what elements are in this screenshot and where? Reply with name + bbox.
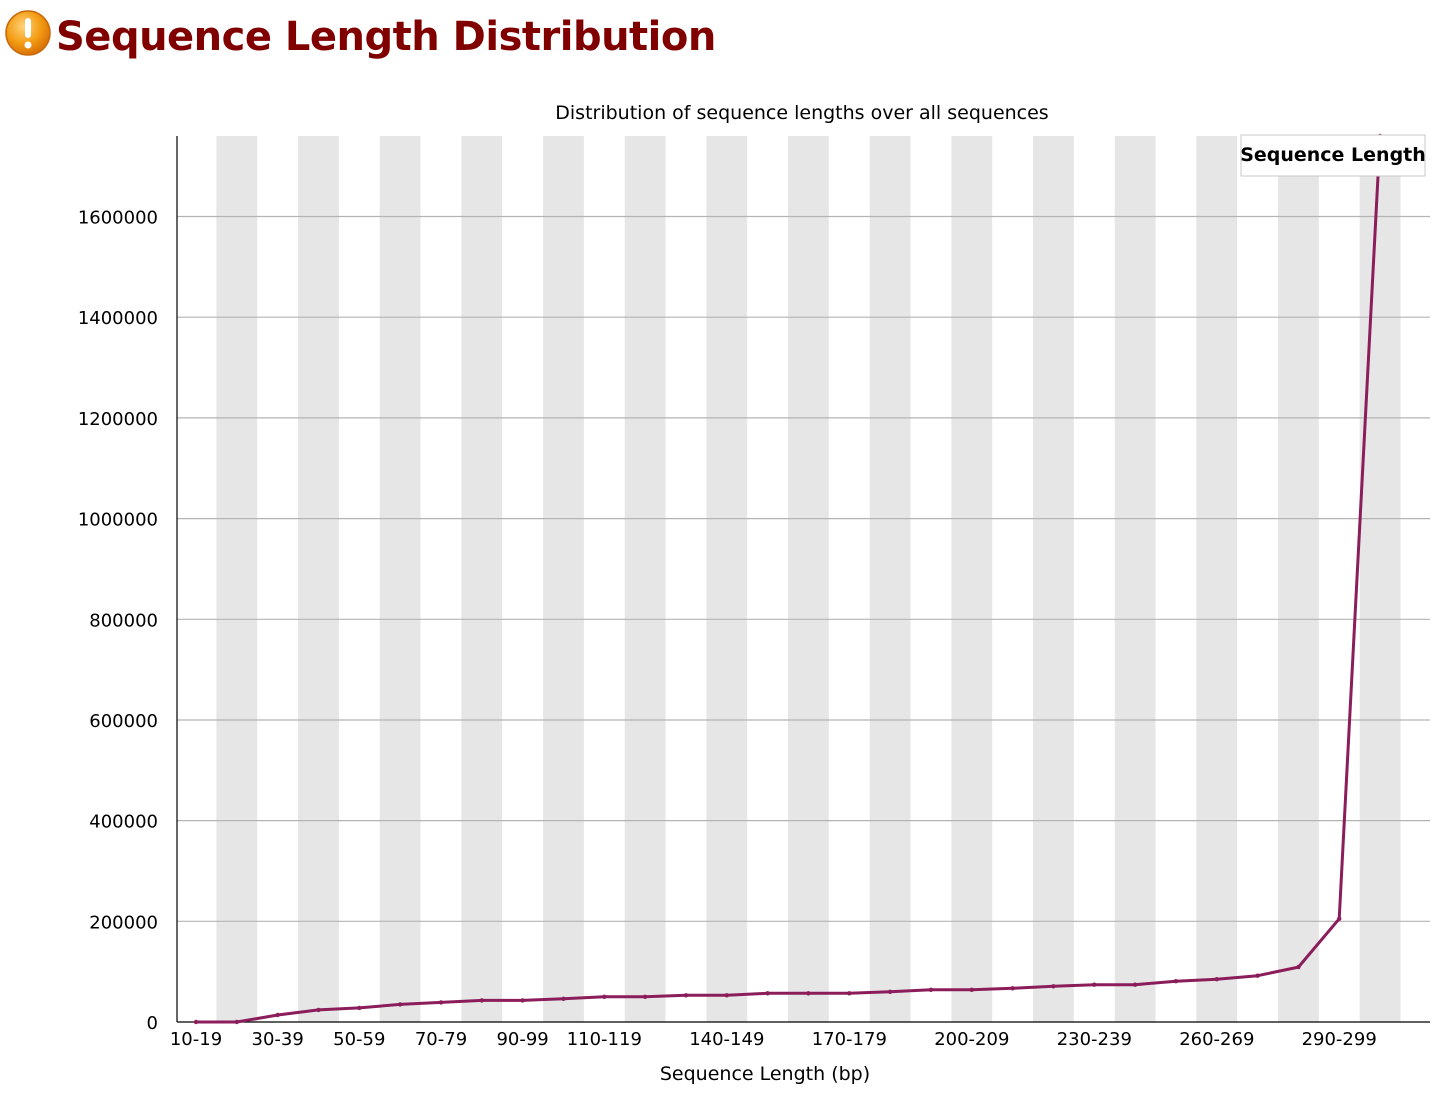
band-220-229 [1033, 136, 1074, 1022]
y-tick-label-1400000: 1400000 [78, 308, 158, 329]
x-tick-labels: 10-19 30-39 50-59 70-79 90-99 110-119 140-149 1… [170, 1029, 1377, 1050]
band-120-129 [624, 136, 666, 1022]
data-point-90-99 [520, 998, 525, 1003]
legend: Sequence Length [1240, 134, 1426, 177]
data-point-280-289 [1296, 964, 1301, 970]
band-140-149 [706, 136, 748, 1022]
data-point-40-49 [316, 1007, 321, 1013]
data-point-60-69 [397, 1002, 403, 1007]
band-280-289 [1278, 136, 1319, 1022]
data-point-190-199 [928, 987, 934, 992]
band-180-189 [869, 136, 911, 1022]
data-point-210-219 [1010, 986, 1015, 991]
data-point-30-39 [275, 1012, 280, 1018]
x-tick-label-260-269: 260-269 [1179, 1029, 1254, 1050]
band-260-269 [1196, 136, 1238, 1022]
data-point-100-109 [561, 996, 566, 1001]
data-point-230-239 [1092, 982, 1097, 987]
x-axis-label: Sequence Length (bp) [660, 1063, 870, 1085]
data-point-240-249 [1132, 982, 1138, 987]
x-tick-label-50-59: 50-59 [333, 1029, 385, 1050]
data-point-70-79 [438, 1000, 444, 1005]
band-20-29 [216, 136, 258, 1022]
data-point-20-29 [234, 1019, 239, 1025]
data-point-130-139 [683, 993, 689, 998]
data-point-120-129 [642, 994, 648, 999]
series-line-sequence-length [196, 135, 1382, 1024]
y-tick-label-600000: 600000 [89, 711, 158, 732]
x-tick-label-170-179: 170-179 [812, 1029, 887, 1050]
data-point-10-19 [193, 1019, 199, 1025]
warning-icon [4, 9, 52, 57]
data-point-250-259 [1173, 979, 1179, 984]
x-tick-label-70-79: 70-79 [415, 1029, 467, 1050]
y-tick-label-800000: 800000 [89, 610, 158, 631]
x-tick-label-230-239: 230-239 [1057, 1029, 1132, 1050]
axes [176, 136, 1430, 1023]
legend-entry-sequence-length: Sequence Length [1240, 144, 1426, 166]
data-point-270-279 [1255, 973, 1260, 978]
data-point-150-159 [765, 991, 770, 996]
y-tick-label-0: 0 [147, 1013, 158, 1034]
y-tick-labels: 0 200000 400000 600000 800000 1000000 1200000 1… [78, 208, 158, 1035]
x-tick-label-290-299: 290-299 [1302, 1029, 1377, 1050]
band-100-109 [543, 136, 584, 1022]
data-point-50-59 [357, 1005, 362, 1011]
data-point-220-229 [1051, 984, 1056, 989]
horizontal-gridlines [177, 215, 1430, 922]
data-point-290-299 [1337, 916, 1342, 921]
chart-title: Distribution of sequence lengths over al… [555, 102, 1048, 124]
alternating-bands [216, 136, 1401, 1022]
x-tick-label-110-119: 110-119 [567, 1029, 642, 1050]
band-240-249 [1114, 136, 1156, 1022]
y-tick-label-1200000: 1200000 [78, 409, 158, 430]
band-40-49 [298, 136, 339, 1022]
page-title: Sequence Length Distribution [56, 14, 716, 60]
data-point-140-149 [724, 993, 729, 998]
band-200-209 [951, 136, 993, 1022]
data-point-160-169 [806, 991, 811, 996]
band-300-301 [1359, 136, 1401, 1022]
x-tick-label-90-99: 90-99 [496, 1029, 548, 1050]
x-tick-label-140-149: 140-149 [689, 1029, 764, 1050]
band-160-169 [788, 136, 829, 1022]
series-layer [193, 133, 1383, 1025]
y-tick-label-400000: 400000 [89, 812, 158, 833]
sequence-length-chart: 0 200000 400000 600000 800000 1000000 1200000 1… [78, 102, 1430, 1085]
y-tick-label-1000000: 1000000 [78, 510, 158, 531]
y-tick-label-1600000: 1600000 [78, 208, 158, 229]
x-tick-label-30-39: 30-39 [252, 1029, 304, 1050]
data-point-260-269 [1214, 977, 1220, 982]
data-point-110-119 [602, 994, 607, 999]
y-tick-label-200000: 200000 [89, 912, 158, 933]
x-tick-label-10-19: 10-19 [170, 1029, 222, 1050]
data-point-170-179 [847, 991, 852, 996]
data-point-200-209 [969, 987, 974, 992]
data-point-80-89 [479, 998, 484, 1003]
x-tick-label-200-209: 200-209 [934, 1029, 1009, 1050]
data-point-180-189 [887, 989, 893, 994]
page-header: Sequence Length Distribution [4, 4, 716, 70]
band-80-89 [461, 136, 503, 1022]
band-60-69 [379, 136, 421, 1022]
